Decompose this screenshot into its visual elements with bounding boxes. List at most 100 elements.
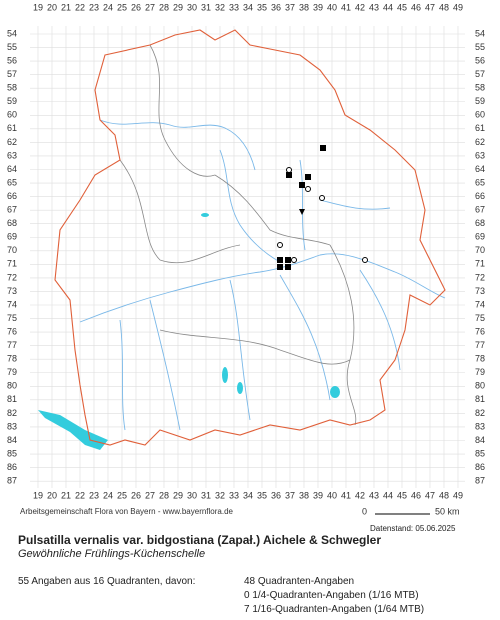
- row-label: 64: [7, 164, 17, 174]
- column-label: 47: [425, 2, 435, 12]
- row-label: 82: [7, 408, 17, 418]
- column-label: 26: [131, 2, 141, 12]
- row-label: 63: [7, 150, 17, 160]
- column-label: 41: [341, 490, 351, 500]
- row-label: 57: [475, 69, 485, 79]
- row-label: 76: [7, 326, 17, 336]
- state-border: [54, 29, 446, 446]
- column-label: 48: [439, 2, 449, 12]
- occurrence-markers: [277, 145, 368, 270]
- column-label: 19: [33, 490, 43, 500]
- column-label: 30: [187, 490, 197, 500]
- column-label: 20: [47, 490, 57, 500]
- row-label: 75: [475, 313, 485, 323]
- column-label: 45: [397, 490, 407, 500]
- row-label: 61: [475, 123, 485, 133]
- row-label: 65: [475, 177, 485, 187]
- row-label: 72: [475, 272, 485, 282]
- row-label: 58: [475, 83, 485, 93]
- column-label: 23: [89, 2, 99, 12]
- row-label: 71: [475, 259, 485, 269]
- row-label: 71: [7, 259, 17, 269]
- column-label: 34: [243, 490, 253, 500]
- row-label: 66: [7, 191, 17, 201]
- row-label: 69: [475, 232, 485, 242]
- column-label: 47: [425, 490, 435, 500]
- row-label: 83: [475, 421, 485, 431]
- row-label: 59: [475, 96, 485, 106]
- lakes: [38, 213, 340, 450]
- column-label: 33: [229, 2, 239, 12]
- row-label: 66: [475, 191, 485, 201]
- column-label: 36: [271, 490, 281, 500]
- row-label: 86: [475, 462, 485, 472]
- column-label: 43: [369, 2, 379, 12]
- column-label: 32: [215, 490, 225, 500]
- row-label: 60: [7, 110, 17, 120]
- column-label: 28: [159, 2, 169, 12]
- row-label: 55: [475, 42, 485, 52]
- credit: Arbeitsgemeinschaft Flora von Bayern - w…: [20, 507, 234, 516]
- scale-end: 50 km: [435, 506, 460, 516]
- row-label: 82: [475, 408, 485, 418]
- row-label: 79: [475, 367, 485, 377]
- row-label: 69: [7, 232, 17, 242]
- column-label: 22: [75, 490, 85, 500]
- row-label: 85: [475, 448, 485, 458]
- row-label: 67: [7, 205, 17, 215]
- row-label: 72: [7, 272, 17, 282]
- row-label: 63: [475, 150, 485, 160]
- row-label: 60: [475, 110, 485, 120]
- column-label: 42: [355, 2, 365, 12]
- column-label: 22: [75, 2, 85, 12]
- scale-start: 0: [362, 506, 367, 516]
- row-label: 77: [475, 340, 485, 350]
- column-label: 26: [131, 490, 141, 500]
- column-label: 31: [201, 2, 211, 12]
- column-label: 42: [355, 490, 365, 500]
- column-label: 44: [383, 2, 393, 12]
- column-label: 21: [61, 490, 71, 500]
- row-label: 86: [7, 462, 17, 472]
- column-label: 49: [453, 2, 463, 12]
- column-label: 23: [89, 490, 99, 500]
- row-label: 65: [7, 177, 17, 187]
- row-label: 57: [7, 69, 17, 79]
- column-label: 45: [397, 2, 407, 12]
- stat-line: 7 1/16-Quadranten-Angaben (1/64 MTB): [244, 604, 425, 615]
- summary: 55 Angaben aus 16 Quadranten, davon:: [18, 576, 196, 587]
- title: Pulsatilla vernalis var. bidgostiana (Za…: [18, 533, 382, 547]
- row-label: 73: [475, 286, 485, 296]
- row-label: 81: [7, 394, 17, 404]
- row-label: 87: [475, 476, 485, 486]
- rivers: [79, 119, 446, 431]
- column-label: 25: [117, 490, 127, 500]
- column-label: 48: [439, 490, 449, 500]
- row-label: 76: [475, 326, 485, 336]
- column-label: 31: [201, 490, 211, 500]
- column-label: 36: [271, 2, 281, 12]
- column-label: 46: [411, 490, 421, 500]
- column-label: 39: [313, 490, 323, 500]
- row-label: 68: [7, 218, 17, 228]
- row-label: 85: [7, 448, 17, 458]
- districts: [119, 44, 357, 426]
- column-label: 44: [383, 490, 393, 500]
- column-label: 32: [215, 2, 225, 12]
- row-label: 84: [7, 435, 17, 445]
- row-label: 62: [7, 137, 17, 147]
- row-label: 54: [475, 28, 485, 38]
- row-label: 78: [475, 354, 485, 364]
- column-label: 39: [313, 2, 323, 12]
- row-label: 70: [475, 245, 485, 255]
- column-label: 35: [257, 490, 267, 500]
- row-label: 62: [475, 137, 485, 147]
- row-label: 67: [475, 205, 485, 215]
- row-label: 64: [475, 164, 485, 174]
- column-label: 24: [103, 2, 113, 12]
- column-label: 49: [453, 490, 463, 500]
- row-label: 74: [475, 299, 485, 309]
- row-label: 81: [475, 394, 485, 404]
- row-label: 68: [475, 218, 485, 228]
- column-label: 38: [299, 2, 309, 12]
